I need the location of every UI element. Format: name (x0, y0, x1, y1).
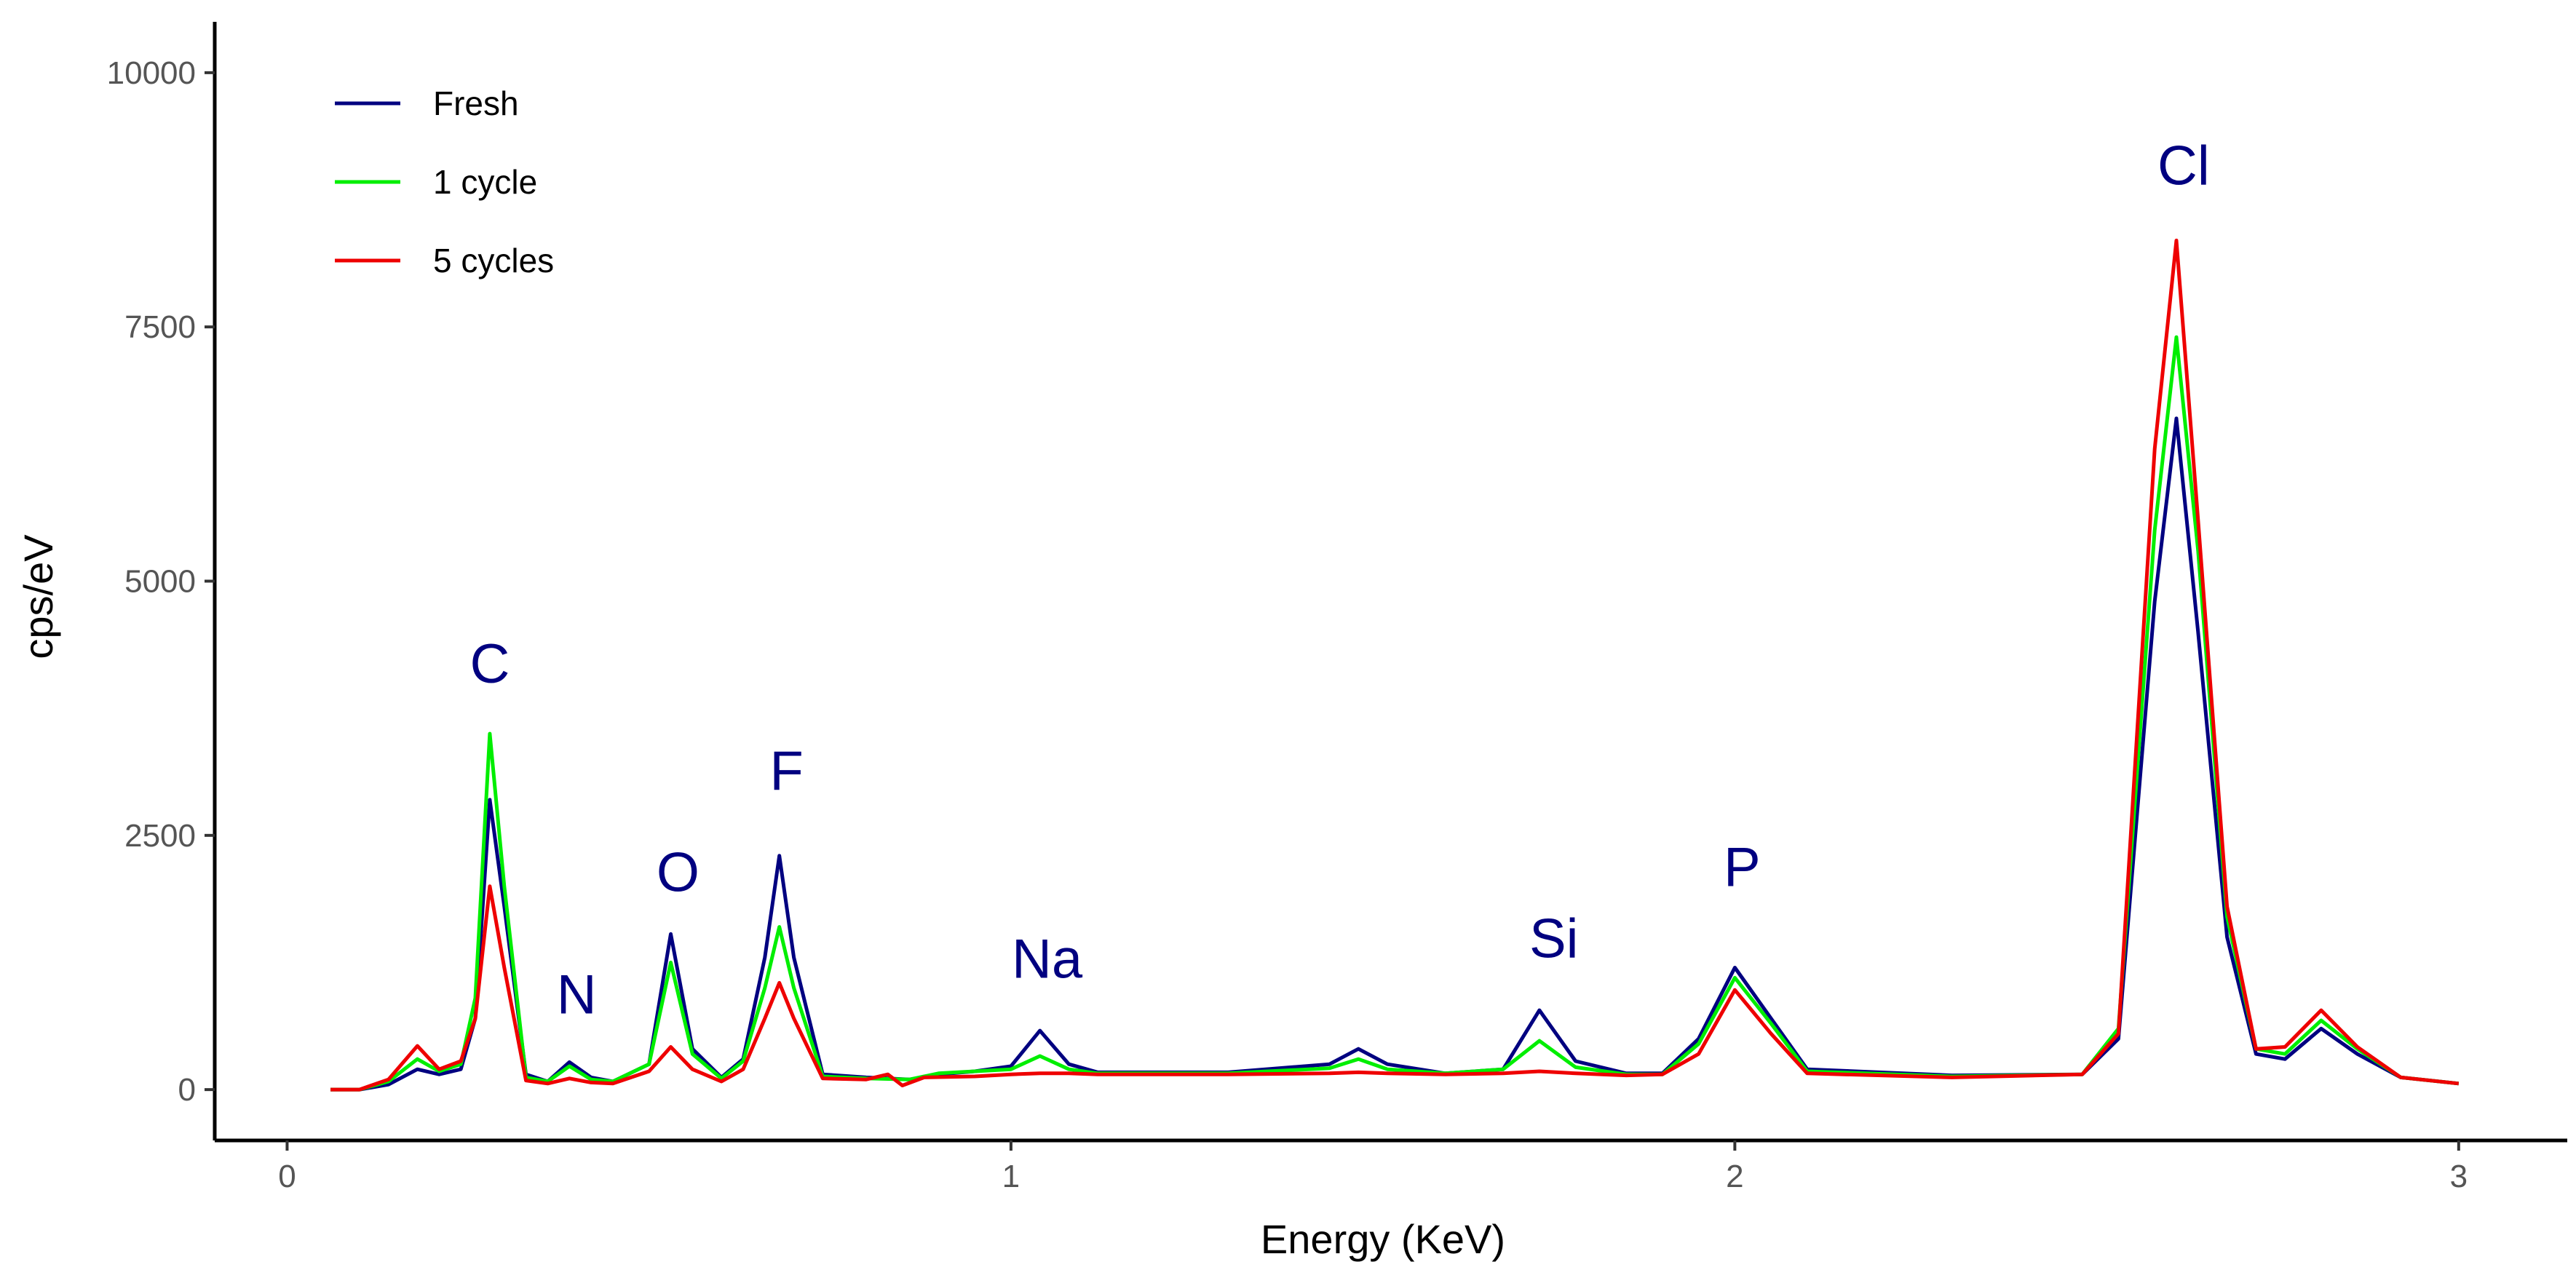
peak-label-c: C (469, 633, 510, 695)
y-tick-label: 7500 (124, 309, 196, 345)
y-axis-title: cps/eV (15, 534, 61, 659)
peak-label-cl: Cl (2157, 135, 2210, 197)
series-line-5-cycles (330, 238, 2460, 1092)
series-layer (330, 238, 2460, 1092)
peak-label-f: F (769, 740, 803, 802)
peak-label-na: Na (1012, 928, 1083, 990)
peak-labels: C NO F Na Si P Cl (469, 135, 2209, 1026)
legend-label: 1 cycle (433, 163, 537, 201)
peak-label-si: Si (1529, 908, 1579, 969)
peak-label-p: P (1724, 837, 1761, 899)
peak-label-o: O (657, 842, 700, 904)
series-line-1-cycle (330, 335, 2460, 1092)
x-tick-label: 0 (278, 1159, 296, 1194)
ticks: 0 1 2 3 0 2500 5000 7500 10000 (107, 55, 2468, 1194)
peak-label-n: N (557, 964, 597, 1025)
legend-label: 5 cycles (433, 242, 554, 279)
y-tick-label: 2500 (124, 818, 196, 854)
y-tick-label: 5000 (124, 564, 196, 600)
x-tick-label: 1 (1002, 1159, 1020, 1194)
legend-label: Fresh (433, 84, 519, 122)
legend: Fresh 1 cycle 5 cycles (335, 84, 554, 279)
x-tick-label: 3 (2450, 1159, 2468, 1194)
y-tick-label: 0 (178, 1072, 196, 1108)
x-axis-title: Energy (KeV) (1261, 1216, 1505, 1262)
y-tick-label: 10000 (107, 55, 196, 91)
x-tick-label: 2 (1726, 1159, 1743, 1194)
